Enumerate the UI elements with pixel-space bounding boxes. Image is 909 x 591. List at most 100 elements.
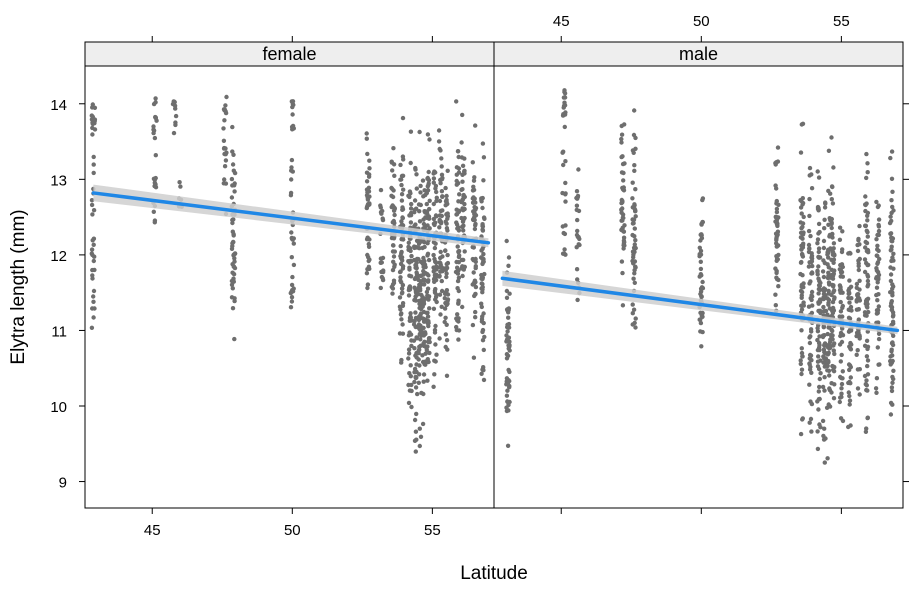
data-point — [378, 203, 383, 208]
data-point — [809, 271, 814, 276]
data-point — [433, 275, 438, 280]
data-point — [816, 354, 821, 359]
data-point — [92, 127, 98, 132]
data-point — [888, 248, 893, 253]
data-point — [632, 108, 637, 113]
data-point — [414, 336, 419, 341]
data-point — [89, 198, 95, 203]
data-point — [817, 376, 822, 382]
data-point — [437, 292, 443, 297]
data-point — [838, 299, 843, 305]
data-point — [415, 391, 420, 397]
data-point — [425, 378, 430, 383]
data-point — [889, 307, 895, 312]
data-point — [822, 217, 827, 222]
data-point — [889, 388, 895, 394]
data-point — [839, 394, 844, 400]
data-point — [798, 198, 803, 203]
data-point — [847, 286, 852, 291]
data-point — [574, 267, 580, 272]
data-point — [91, 242, 96, 247]
data-point — [231, 279, 236, 284]
data-point — [414, 172, 419, 177]
data-point — [698, 259, 703, 264]
data-point — [798, 260, 804, 265]
data-point — [846, 390, 851, 395]
data-point — [460, 187, 465, 192]
data-point — [472, 212, 477, 217]
data-point — [407, 273, 412, 278]
data-point — [699, 312, 705, 317]
data-point — [862, 257, 868, 262]
data-point — [807, 382, 812, 387]
data-point — [390, 186, 395, 192]
data-point — [888, 231, 894, 236]
data-point — [366, 241, 371, 247]
data-point — [398, 275, 403, 280]
data-point — [426, 278, 431, 283]
data-point — [399, 198, 405, 203]
data-point — [888, 412, 894, 417]
data-point — [470, 322, 476, 328]
data-point — [632, 267, 637, 273]
data-point — [460, 112, 465, 118]
data-point — [816, 249, 821, 255]
data-point — [857, 367, 862, 372]
data-point — [799, 307, 805, 312]
data-point — [829, 216, 834, 222]
data-point — [400, 266, 406, 271]
data-point — [91, 154, 96, 160]
data-point — [799, 367, 805, 372]
data-point — [864, 378, 869, 383]
data-point — [440, 194, 445, 199]
data-point — [407, 260, 412, 265]
x-tick-label-bottom: 45 — [144, 522, 161, 539]
data-point — [800, 354, 805, 359]
data-point — [151, 130, 156, 136]
data-point — [838, 270, 844, 275]
data-point — [864, 354, 870, 359]
data-point — [699, 344, 704, 349]
data-point — [865, 278, 871, 284]
data-point — [562, 91, 568, 96]
data-point — [829, 274, 834, 279]
data-point — [876, 292, 881, 297]
data-point — [431, 252, 436, 258]
data-point — [700, 219, 705, 225]
data-point — [831, 165, 836, 170]
data-point — [888, 155, 893, 161]
data-point — [420, 178, 426, 183]
data-point — [460, 179, 465, 184]
data-point — [816, 246, 822, 251]
data-point — [91, 236, 97, 241]
data-point — [399, 317, 404, 322]
data-point — [817, 384, 822, 390]
data-point — [840, 247, 845, 252]
data-point — [389, 284, 394, 290]
data-point — [444, 274, 449, 280]
data-point — [365, 285, 370, 291]
data-point — [409, 382, 414, 388]
data-point — [863, 245, 868, 250]
data-point — [820, 418, 826, 424]
data-point — [817, 255, 823, 260]
point-column-male-9 — [815, 169, 823, 452]
data-point — [837, 399, 842, 405]
data-point — [400, 322, 405, 327]
data-point — [414, 186, 419, 191]
data-point — [829, 225, 834, 231]
data-point — [390, 168, 395, 173]
data-point — [418, 434, 424, 439]
data-point — [504, 382, 509, 387]
data-point — [444, 338, 450, 343]
data-point — [173, 122, 178, 128]
data-point — [575, 297, 580, 303]
data-point — [480, 227, 485, 232]
data-point — [829, 390, 834, 395]
data-point — [799, 328, 804, 333]
data-point — [456, 254, 462, 260]
data-point — [291, 126, 296, 131]
data-point — [848, 423, 853, 428]
data-point — [481, 347, 486, 353]
